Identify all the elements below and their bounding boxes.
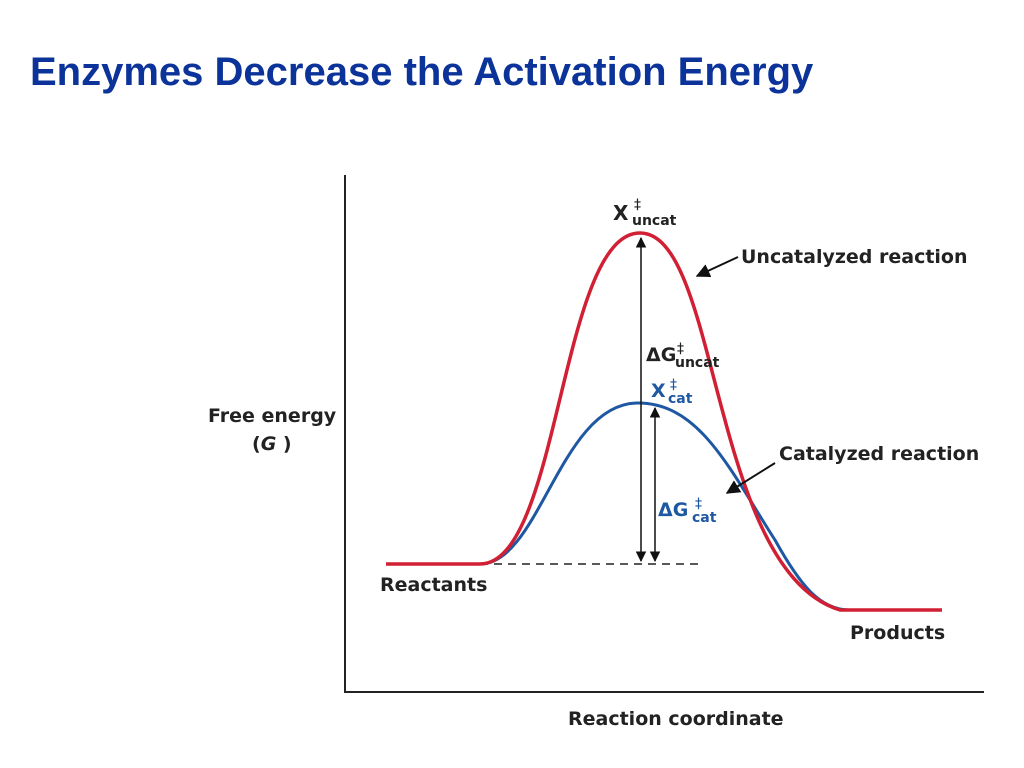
slide-title: Enzymes Decrease the Activation Energy bbox=[30, 50, 814, 94]
delta-g-cat-sub: cat bbox=[692, 510, 717, 526]
transition-state-cat-label: X ‡ cat bbox=[651, 378, 692, 406]
delta-g-uncat-sub: uncat bbox=[675, 355, 720, 371]
y-axis-label-line2: (G ) bbox=[252, 433, 292, 455]
transition-uncat-sub: uncat bbox=[632, 213, 677, 229]
y-axis-variable: G bbox=[260, 433, 277, 455]
x-axis-label: Reaction coordinate bbox=[568, 708, 784, 730]
transition-uncat-main: X bbox=[613, 201, 629, 225]
transition-cat-main: X bbox=[651, 380, 666, 402]
catalyzed-curve bbox=[479, 401, 851, 612]
transition-cat-sup: ‡ bbox=[670, 377, 677, 393]
uncatalyzed-curve bbox=[386, 231, 942, 612]
products-label: Products bbox=[850, 622, 946, 644]
transition-cat-sub: cat bbox=[668, 391, 693, 407]
transition-state-uncat-label: X ‡ uncat bbox=[613, 198, 676, 228]
delta-g-cat-main: ΔG bbox=[658, 499, 689, 521]
uncatalyzed-reaction-label: Uncatalyzed reaction bbox=[741, 246, 968, 268]
delta-g-cat-label: ΔG ‡ cat bbox=[658, 497, 716, 525]
axes bbox=[344, 175, 984, 693]
delta-g-uncat-label: ΔG ‡ uncat bbox=[646, 342, 719, 370]
uncatalyzed-pointer-arrow bbox=[695, 256, 739, 278]
delta-g-uncat-sup: ‡ bbox=[677, 341, 684, 357]
delta-g-cat-sup: ‡ bbox=[695, 496, 702, 512]
catalyzed-pointer-arrow bbox=[725, 462, 776, 494]
y-axis-paren-close: ) bbox=[276, 433, 292, 455]
delta-g-uncat-main: ΔG bbox=[646, 344, 677, 366]
catalyzed-reaction-label: Catalyzed reaction bbox=[779, 443, 980, 465]
y-axis-paren-open: ( bbox=[252, 433, 261, 455]
transition-uncat-sup: ‡ bbox=[634, 197, 641, 213]
reactants-label: Reactants bbox=[380, 574, 488, 596]
y-axis-label-line1: Free energy bbox=[208, 405, 337, 427]
